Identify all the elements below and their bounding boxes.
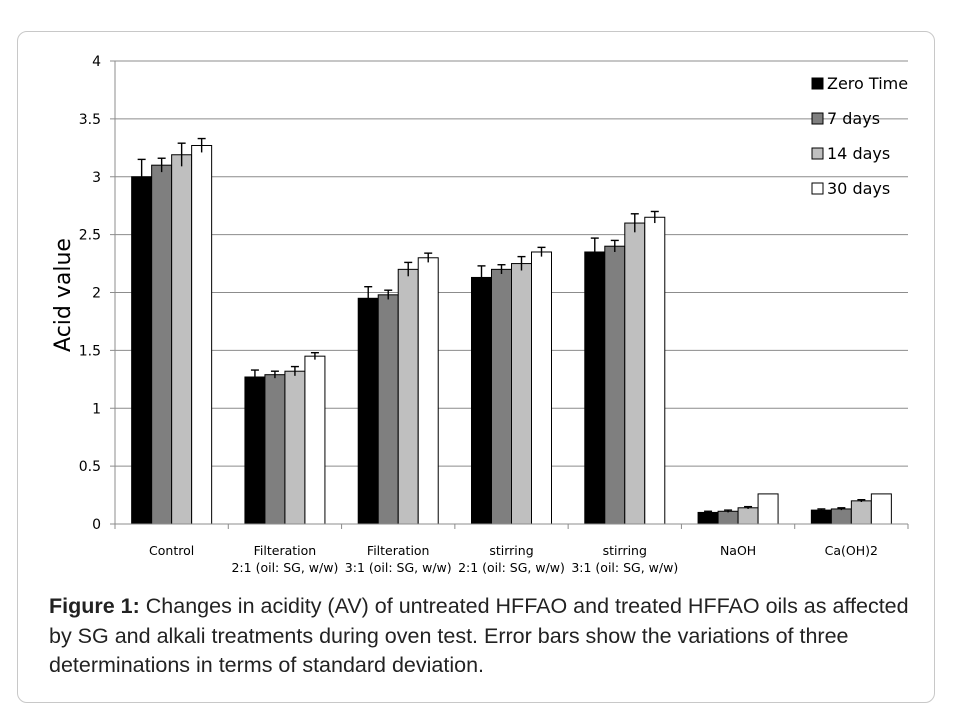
bar	[850, 500, 872, 525]
bar	[244, 376, 266, 525]
bar	[717, 510, 739, 525]
bar	[357, 297, 379, 525]
y-tick-label: 0	[92, 517, 101, 533]
bar	[417, 257, 439, 525]
x-tick-label: 2:1 (oil: SG, w/w)	[231, 560, 338, 575]
x-tick-label: stirring	[603, 543, 647, 558]
bar	[737, 507, 759, 525]
y-tick-label: 3	[92, 170, 101, 186]
y-tick-label: 1.5	[79, 343, 101, 359]
bar	[830, 508, 852, 525]
bar	[604, 245, 626, 525]
y-tick-label: 3.5	[79, 112, 101, 128]
x-tick-label: 2:1 (oil: SG, w/w)	[458, 560, 565, 575]
bar	[151, 164, 173, 525]
legend-swatch	[811, 182, 824, 195]
figure-caption-label: Figure 1:	[49, 594, 140, 618]
x-tick-label: Filteration	[367, 543, 430, 558]
bar	[304, 355, 326, 525]
legend-label: 7 days	[827, 109, 880, 128]
x-tick-label: 3:1 (oil: SG, w/w)	[345, 560, 452, 575]
x-tick-label: 3:1 (oil: SG, w/w)	[571, 560, 678, 575]
x-tick-label: Filteration	[254, 543, 317, 558]
bar-chart: 0 0.5 1 1.5 2 2.5 3 3.5 4 Control Filteration 2:1 (…	[51, 54, 909, 575]
bar	[491, 268, 512, 525]
y-tick-label: 4	[92, 54, 101, 70]
bar	[757, 493, 779, 525]
bar	[264, 374, 286, 525]
y-tick-label: 2	[92, 286, 101, 302]
x-tick-label: Ca(OH)2	[825, 543, 878, 558]
bar	[171, 154, 193, 525]
bar	[131, 176, 153, 525]
bar	[511, 263, 532, 525]
axes: 0 0.5 1 1.5 2 2.5 3 3.5 4 Control Filteration 2:1 (…	[79, 54, 909, 575]
bar	[624, 222, 646, 525]
y-axis-label: Acid value	[51, 238, 76, 352]
figure-caption: Figure 1: Changes in acidity (AV) of unt…	[49, 592, 919, 681]
x-tick-label: NaOH	[720, 543, 756, 558]
legend-swatch	[811, 112, 824, 125]
legend-swatch	[811, 77, 824, 90]
x-tick-label: Control	[149, 543, 194, 558]
y-tick-label: 1	[92, 401, 101, 417]
bar	[471, 276, 492, 525]
y-tick-label: 2.5	[79, 228, 101, 244]
legend-swatch	[811, 147, 824, 160]
bar	[284, 370, 306, 525]
bar	[810, 509, 832, 525]
bar	[644, 216, 666, 525]
bar	[870, 493, 892, 525]
x-tick-label: stirring	[489, 543, 533, 558]
bar	[377, 294, 399, 525]
legend-label: 14 days	[827, 144, 890, 163]
bar	[397, 268, 419, 525]
figure-caption-text: Changes in acidity (AV) of untreated HFF…	[49, 594, 909, 677]
bar	[531, 251, 552, 525]
bars	[131, 137, 892, 525]
bar	[191, 144, 213, 525]
bar	[584, 251, 606, 525]
legend: Zero Time 7 days 14 days 30 days	[811, 74, 908, 198]
y-tick-label: 0.5	[79, 459, 101, 475]
bar	[697, 511, 719, 525]
legend-label: Zero Time	[827, 74, 908, 93]
legend-label: 30 days	[827, 179, 890, 198]
